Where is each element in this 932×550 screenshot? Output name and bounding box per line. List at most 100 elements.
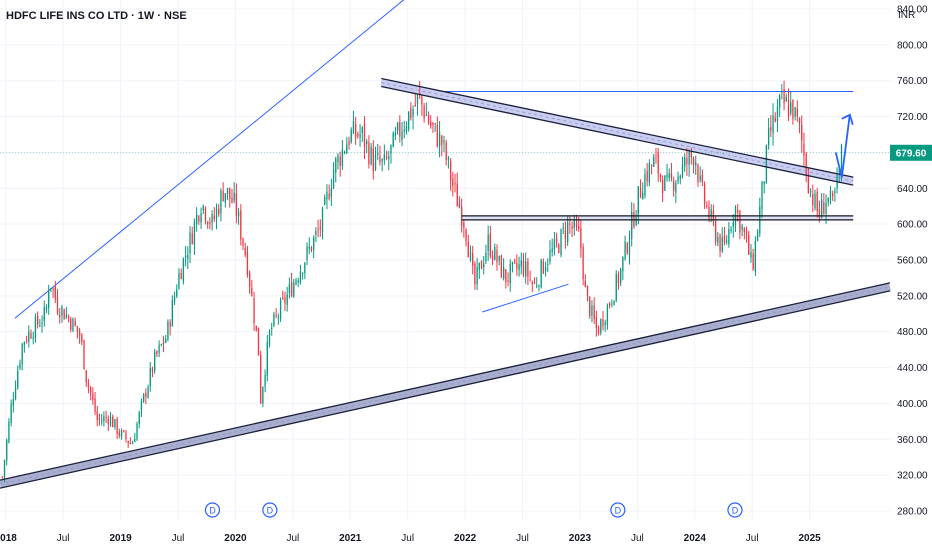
candle[interactable] <box>726 241 728 243</box>
candle[interactable] <box>385 156 388 159</box>
candle[interactable] <box>222 190 224 201</box>
dividend-marker[interactable]: D <box>204 502 221 518</box>
candle[interactable] <box>308 246 310 249</box>
candle[interactable] <box>690 152 692 158</box>
candle[interactable] <box>187 255 189 259</box>
candle[interactable] <box>653 156 655 167</box>
candle[interactable] <box>114 419 116 428</box>
candle[interactable] <box>328 193 330 199</box>
candle[interactable] <box>313 237 315 250</box>
candle[interactable] <box>494 247 496 260</box>
candle[interactable] <box>326 191 328 199</box>
candle[interactable] <box>173 296 176 303</box>
candle[interactable] <box>646 171 648 182</box>
candle[interactable] <box>332 170 335 188</box>
candle[interactable] <box>657 152 659 174</box>
candle[interactable] <box>284 296 286 304</box>
candle[interactable] <box>730 229 732 232</box>
candle[interactable] <box>87 382 90 387</box>
candle[interactable] <box>6 440 8 461</box>
annotation-drawings[interactable] <box>0 77 891 489</box>
candle[interactable] <box>427 114 430 123</box>
candle[interactable] <box>383 154 386 161</box>
candle[interactable] <box>352 121 355 134</box>
candle[interactable] <box>571 226 573 229</box>
candle[interactable] <box>774 117 776 122</box>
candle[interactable] <box>754 240 757 271</box>
candle[interactable] <box>589 297 591 317</box>
candle[interactable] <box>536 285 538 287</box>
candle[interactable] <box>149 368 151 387</box>
candle[interactable] <box>615 273 617 301</box>
candle[interactable] <box>138 412 140 424</box>
candle[interactable] <box>388 156 390 159</box>
candle[interactable] <box>89 386 92 394</box>
candlestick-series[interactable] <box>1 80 843 483</box>
candle[interactable] <box>622 256 624 272</box>
candle[interactable] <box>127 441 129 444</box>
candle[interactable] <box>723 235 726 243</box>
candle[interactable] <box>372 148 374 172</box>
candle[interactable] <box>608 303 611 306</box>
candle[interactable] <box>779 95 781 108</box>
candle[interactable] <box>438 132 441 147</box>
candle[interactable] <box>204 207 207 221</box>
candle[interactable] <box>445 142 447 161</box>
projection-path[interactable] <box>834 114 851 178</box>
candle[interactable] <box>361 127 363 133</box>
candle[interactable] <box>472 253 474 266</box>
candle[interactable] <box>416 94 419 104</box>
candle[interactable] <box>363 124 366 148</box>
candle[interactable] <box>737 209 739 213</box>
candle[interactable] <box>366 141 368 144</box>
candle[interactable] <box>107 418 109 425</box>
candle[interactable] <box>553 239 556 250</box>
candle[interactable] <box>644 174 646 196</box>
candle[interactable] <box>542 261 545 274</box>
candle[interactable] <box>513 260 516 262</box>
candle[interactable] <box>381 159 383 162</box>
candle[interactable] <box>805 153 807 176</box>
candle[interactable] <box>507 280 509 282</box>
candle[interactable] <box>560 229 562 256</box>
candle[interactable] <box>613 300 615 306</box>
candle[interactable] <box>509 263 511 284</box>
candle[interactable] <box>699 175 701 181</box>
candle[interactable] <box>65 314 68 318</box>
candle[interactable] <box>136 423 138 440</box>
candle[interactable] <box>151 367 154 372</box>
candle[interactable] <box>96 411 98 421</box>
candle[interactable] <box>551 248 553 252</box>
candle[interactable] <box>423 105 425 119</box>
candle[interactable] <box>257 327 260 356</box>
candle[interactable] <box>306 246 308 261</box>
candle[interactable] <box>648 163 651 183</box>
candle[interactable] <box>182 258 185 282</box>
candle[interactable] <box>452 178 454 186</box>
candle[interactable] <box>469 252 472 260</box>
candle[interactable] <box>765 145 768 183</box>
candle[interactable] <box>834 190 836 194</box>
candle[interactable] <box>721 237 723 252</box>
candle[interactable] <box>840 145 843 171</box>
candle[interactable] <box>750 252 752 258</box>
candle[interactable] <box>684 157 686 167</box>
candle[interactable] <box>193 221 196 245</box>
candle[interactable] <box>264 375 266 387</box>
candle[interactable] <box>677 176 679 182</box>
candle[interactable] <box>131 443 134 445</box>
candle[interactable] <box>268 330 271 345</box>
candle[interactable] <box>195 214 198 224</box>
candle[interactable] <box>798 118 801 124</box>
candle[interactable] <box>547 264 549 266</box>
candle[interactable] <box>401 131 403 140</box>
candle[interactable] <box>19 363 21 369</box>
candle[interactable] <box>370 146 372 164</box>
candle[interactable] <box>832 193 834 197</box>
candle[interactable] <box>827 197 829 203</box>
candle[interactable] <box>756 231 759 242</box>
candle[interactable] <box>483 263 485 268</box>
candle[interactable] <box>56 297 59 313</box>
candle[interactable] <box>34 317 37 339</box>
